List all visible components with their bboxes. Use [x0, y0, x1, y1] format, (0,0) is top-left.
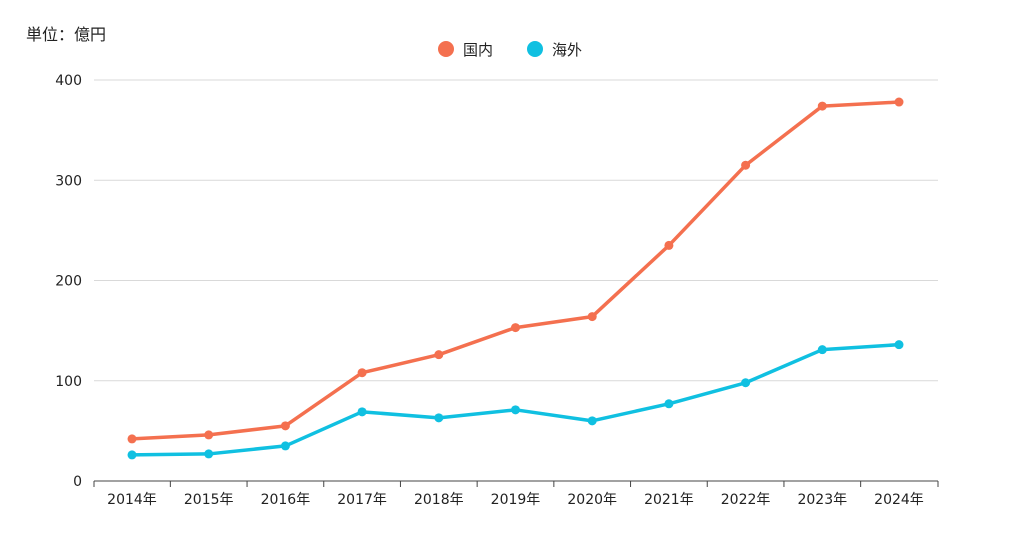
x-tick-label-4: 2018年 — [414, 492, 464, 508]
data-point-1-7 — [664, 399, 674, 409]
series-1 — [127, 340, 904, 460]
y-tick-label-100: 100 — [55, 374, 82, 390]
unit-label: 単位：億円 — [26, 25, 107, 44]
data-point-1-6 — [587, 416, 597, 426]
x-tick-label-10: 2024年 — [874, 492, 924, 508]
x-tick-label-5: 2019年 — [491, 492, 541, 508]
series — [127, 97, 904, 460]
data-point-0-0 — [127, 434, 137, 444]
data-point-1-9 — [817, 345, 827, 355]
legend-item-overseas[interactable]: 海外 — [527, 36, 582, 62]
series-0 — [127, 97, 904, 444]
data-point-1-5 — [511, 405, 520, 415]
data-point-0-7 — [664, 240, 674, 250]
series-line-1 — [130, 342, 901, 457]
x-tick-label-1: 2015年 — [184, 492, 234, 508]
y-tick-label-0: 0 — [73, 474, 82, 490]
x-tick-label-7: 2021年 — [644, 492, 694, 508]
legend-item-domestic[interactable]: 国内 — [438, 36, 493, 62]
data-point-0-9 — [817, 101, 827, 111]
x-tick-label-6: 2020年 — [567, 492, 617, 508]
data-point-0-4 — [434, 350, 444, 360]
y-tick-label-400: 400 — [55, 73, 82, 89]
legend-marker-domestic — [438, 41, 454, 57]
legend-label-domestic: 国内 — [463, 40, 494, 59]
series-line-0 — [130, 100, 901, 441]
legend-label-overseas: 海外 — [552, 40, 583, 59]
y-tick-label-200: 200 — [55, 274, 82, 290]
legend: 国内 海外 — [0, 36, 1024, 62]
data-point-1-8 — [741, 378, 751, 388]
data-point-1-2 — [280, 441, 290, 451]
x-tick-label-2: 2016年 — [261, 492, 311, 508]
legend-marker-overseas — [527, 41, 543, 57]
x-tick-label-9: 2023年 — [797, 492, 847, 508]
data-point-1-1 — [204, 449, 214, 459]
y-tick-label-300: 300 — [55, 173, 82, 189]
data-point-0-8 — [741, 160, 751, 170]
axes: 0 100 200 300 400 2014年 2015年 2016年 2017年 2018年 20… — [55, 73, 939, 508]
grid-lines — [94, 79, 938, 382]
data-point-1-3 — [357, 407, 367, 417]
data-point-0-1 — [204, 430, 214, 440]
x-tick-label-0: 2014年 — [107, 492, 157, 508]
data-point-1-4 — [434, 413, 444, 423]
data-point-1-10 — [894, 340, 904, 350]
data-point-0-5 — [511, 323, 520, 333]
data-point-0-6 — [587, 312, 597, 322]
data-point-0-10 — [894, 97, 904, 107]
x-tick-label-8: 2022年 — [721, 492, 771, 508]
x-tick-label-3: 2017年 — [337, 492, 387, 508]
data-point-0-2 — [280, 421, 290, 431]
data-point-0-3 — [357, 368, 367, 378]
data-point-1-0 — [127, 450, 137, 460]
